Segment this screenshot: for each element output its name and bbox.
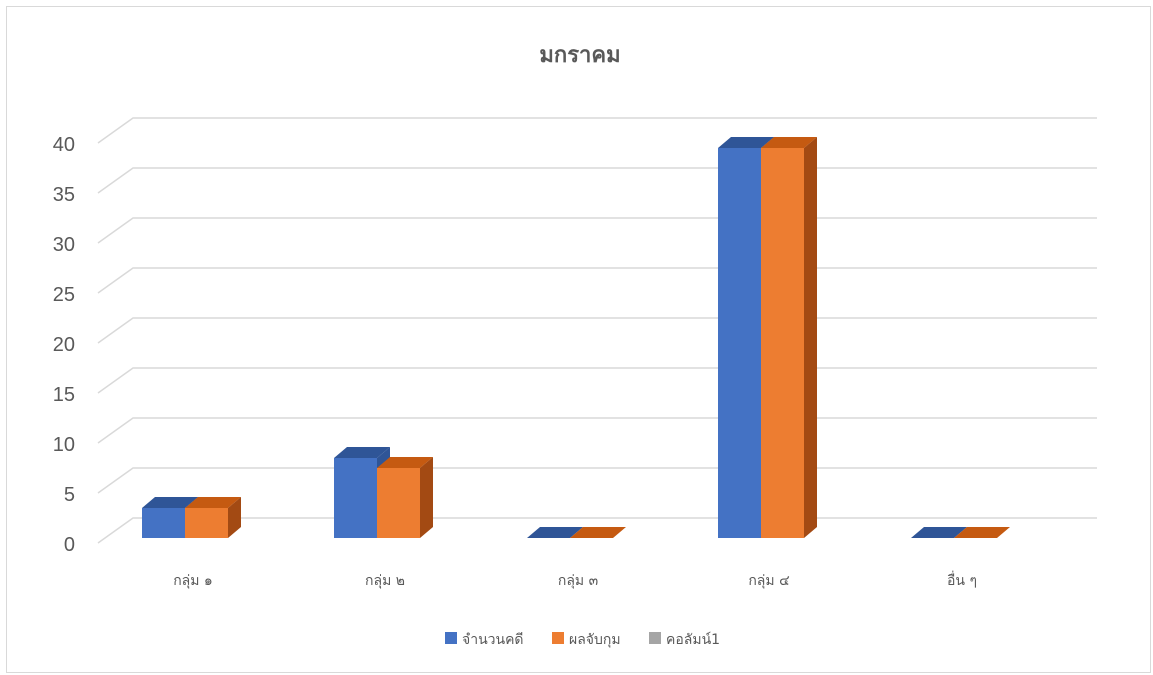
gridline [98, 468, 1097, 493]
legend-swatch [649, 632, 661, 644]
y-tick-label: 25 [53, 284, 75, 306]
x-axis-ticks: กลุ่ม ๑ กลุ่ม ๒ กลุ่ม ๓ กลุ่ม ๔ อื่น ๆ [173, 571, 977, 589]
legend-item: จำนวนคดี [445, 632, 524, 648]
y-tick-label: 20 [53, 334, 75, 356]
x-tick-label: กลุ่ม ๑ [173, 573, 213, 589]
bar-front [377, 468, 420, 538]
gridlines [98, 118, 1097, 543]
bar [377, 457, 433, 538]
bar-front [718, 148, 761, 538]
bar-front [761, 148, 804, 538]
gridline [98, 368, 1097, 393]
y-tick-label: 40 [53, 134, 75, 156]
x-tick-label: กลุ่ม ๓ [558, 573, 598, 589]
y-tick-label: 30 [53, 234, 75, 256]
x-tick-label: กลุ่ม ๒ [365, 573, 405, 589]
legend-swatch [552, 632, 564, 644]
gridline [98, 318, 1097, 343]
bar-front [185, 508, 228, 538]
gridline [98, 118, 1097, 143]
bar [185, 497, 241, 538]
y-tick-label: 35 [53, 184, 75, 206]
legend-label: คอลัมน์1 [666, 631, 720, 648]
gridline [98, 168, 1097, 193]
x-tick-label: อื่น ๆ [947, 571, 977, 589]
bar-side [420, 457, 433, 538]
chart-title: มกราคม [539, 43, 620, 68]
legend-swatch [445, 632, 457, 644]
y-tick-label: 5 [64, 484, 75, 506]
legend-label: ผลจับกุม [569, 632, 621, 648]
y-tick-label: 15 [53, 384, 75, 406]
bar-front [142, 508, 185, 538]
bar [761, 137, 817, 538]
gridline [98, 418, 1097, 443]
y-tick-label: 0 [64, 534, 75, 556]
bar-front [334, 458, 377, 538]
bar-side [804, 137, 817, 538]
legend-item: คอลัมน์1 [649, 631, 720, 648]
legend: จำนวนคดี ผลจับกุม คอลัมน์1 [445, 631, 720, 648]
legend-item: ผลจับกุม [552, 632, 621, 648]
gridline [98, 218, 1097, 243]
y-axis-ticks: 0 5 10 15 20 25 30 35 40 [53, 134, 75, 556]
x-tick-label: กลุ่ม ๔ [748, 573, 789, 589]
legend-label: จำนวนคดี [462, 632, 524, 648]
bars [142, 137, 1010, 538]
gridline [98, 268, 1097, 293]
y-tick-label: 10 [53, 434, 75, 456]
